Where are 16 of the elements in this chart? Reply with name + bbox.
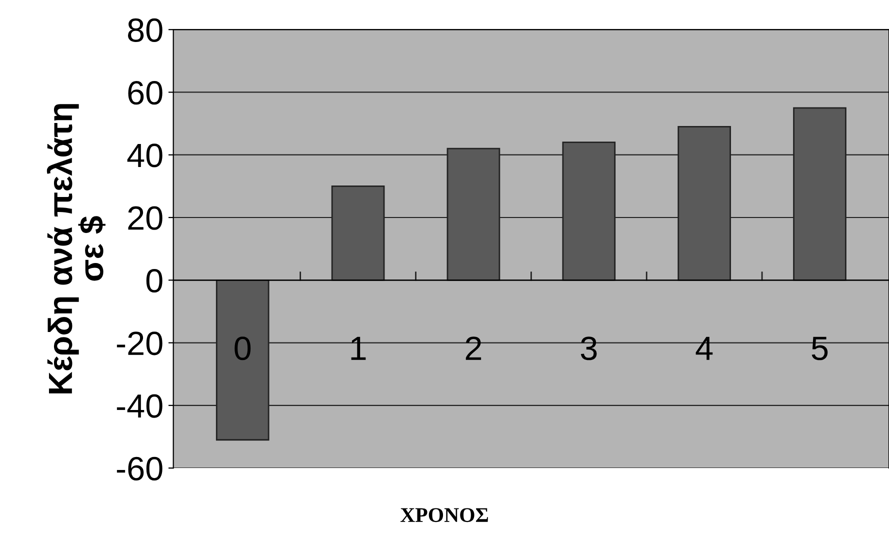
y-tick-label: 40 [127,144,162,168]
x-tick-label: 2 [466,336,482,360]
y-tick-label: -60 [116,456,162,480]
y-tick-label: -20 [116,332,162,356]
x-tick-label: 0 [234,336,251,360]
x-axis-title: ΧΡΟΝΟΣ [400,508,488,522]
y-tick-label: -40 [116,394,162,418]
y-tick-label: 60 [128,81,162,105]
x-tick-label: 1 [351,336,366,360]
x-tick-label: 5 [812,336,828,360]
y-axis-title: Κέρδη ανά πελάτη σε $ [46,104,106,394]
y-tick-label: 20 [128,206,162,230]
y-tick-label: 0 [146,268,162,293]
x-tick-label: 3 [580,336,597,360]
y-tick-label: 80 [128,18,162,42]
x-tick-label: 4 [696,336,713,360]
